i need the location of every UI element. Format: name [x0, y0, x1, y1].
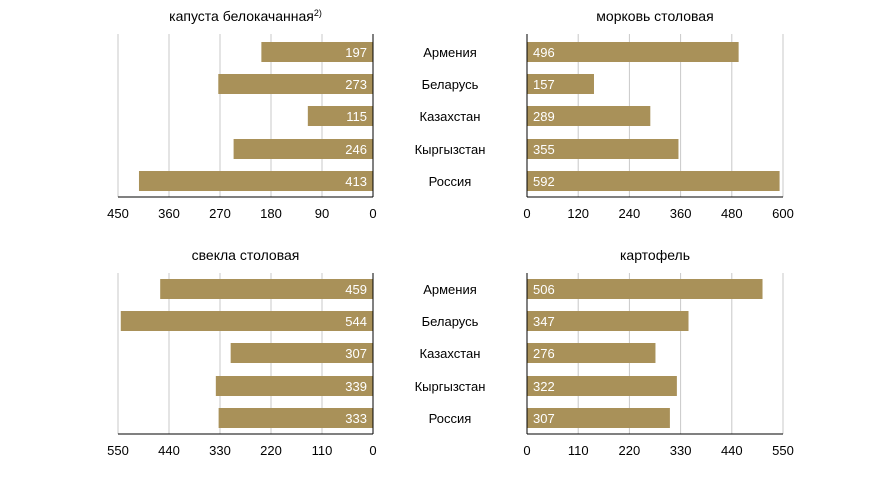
bar	[261, 42, 373, 62]
bar	[307, 106, 373, 126]
x-tick-label: 270	[209, 206, 231, 221]
x-tick-label: 120	[567, 206, 589, 221]
x-tick-label: 440	[158, 443, 180, 458]
category-label: Казахстан	[420, 109, 481, 124]
bar	[218, 408, 373, 428]
x-tick-label: 220	[619, 443, 641, 458]
bar	[527, 279, 763, 299]
bar-value-label: 333	[345, 411, 367, 426]
bar	[527, 74, 594, 94]
category-label: Беларусь	[422, 77, 479, 92]
bar	[527, 343, 656, 363]
chart-title: капуста белокачанная2)	[169, 8, 322, 24]
bar	[527, 139, 679, 159]
x-tick-label: 330	[670, 443, 692, 458]
bar-value-label: 592	[533, 174, 555, 189]
category-label: Кыргызстан	[415, 379, 486, 394]
bar-value-label: 506	[533, 282, 555, 297]
bar-value-label: 347	[533, 314, 555, 329]
chart-panel-3: 550 440 330 220 110 0 459 544 307 339 333 свекла ст…	[107, 247, 376, 458]
bar-value-label: 246	[345, 142, 367, 157]
bar-value-label: 459	[345, 282, 367, 297]
bar	[230, 343, 373, 363]
x-tick-label: 330	[209, 443, 231, 458]
x-tick-label: 480	[721, 206, 743, 221]
bar	[218, 74, 373, 94]
bar	[233, 139, 373, 159]
x-tick-label: 0	[523, 206, 530, 221]
chart-title: свекла столовая	[192, 247, 300, 263]
bar-value-label: 339	[345, 379, 367, 394]
x-tick-label: 360	[158, 206, 180, 221]
title-footnote-mark: 2)	[314, 8, 322, 18]
bar-value-label: 273	[345, 77, 367, 92]
x-tick-label: 240	[619, 206, 641, 221]
bar-value-label: 115	[346, 109, 367, 124]
bar-value-label: 197	[345, 45, 367, 60]
chart-title: картофель	[620, 247, 690, 263]
x-tick-label: 600	[772, 206, 794, 221]
bar-value-label: 307	[533, 411, 555, 426]
category-label: Армения	[423, 45, 477, 60]
bar-value-label: 322	[533, 379, 555, 394]
bar-value-label: 496	[533, 45, 555, 60]
bar	[527, 376, 677, 396]
x-tick-label: 550	[107, 443, 129, 458]
category-label: Армения	[423, 282, 477, 297]
x-tick-label: 440	[721, 443, 743, 458]
bar	[160, 279, 373, 299]
category-label: Беларусь	[422, 314, 479, 329]
bar-value-label: 413	[345, 174, 367, 189]
x-tick-label: 90	[315, 206, 329, 221]
bar	[138, 171, 373, 191]
bar	[527, 106, 651, 126]
bar	[527, 408, 670, 428]
chart-panel-4: 0 110 220 330 440 550 506 347 276 322 307 картофель	[523, 247, 793, 458]
bar-value-label: 544	[345, 314, 367, 329]
bar	[215, 376, 373, 396]
bar	[120, 311, 373, 331]
bar	[527, 311, 689, 331]
x-tick-label: 110	[312, 443, 333, 458]
bar-value-label: 289	[533, 109, 555, 124]
x-tick-label: 220	[260, 443, 282, 458]
bar	[527, 42, 739, 62]
bar-value-label: 307	[345, 346, 367, 361]
category-label: Россия	[429, 411, 472, 426]
x-tick-label: 450	[107, 206, 129, 221]
category-label: Кыргызстан	[415, 142, 486, 157]
category-label: Россия	[429, 174, 472, 189]
x-tick-label: 0	[523, 443, 530, 458]
x-tick-label: 0	[369, 443, 376, 458]
bar-value-label: 355	[533, 142, 555, 157]
bar	[527, 171, 780, 191]
chart-panel-2: 0 120 240 360 480 600 496 157 289 355 592 морковь с…	[523, 8, 793, 221]
bar-value-label: 276	[533, 346, 555, 361]
x-tick-label: 550	[772, 443, 794, 458]
x-tick-label: 180	[260, 206, 282, 221]
category-label: Казахстан	[420, 346, 481, 361]
chart-panel-1: 450 360 270 180 90 0 197 273 115 246 413 капуста бе…	[107, 8, 376, 221]
bar-value-label: 157	[533, 77, 555, 92]
x-tick-label: 110	[568, 443, 589, 458]
x-tick-label: 360	[670, 206, 692, 221]
chart-title: морковь столовая	[596, 8, 713, 24]
x-tick-label: 0	[369, 206, 376, 221]
